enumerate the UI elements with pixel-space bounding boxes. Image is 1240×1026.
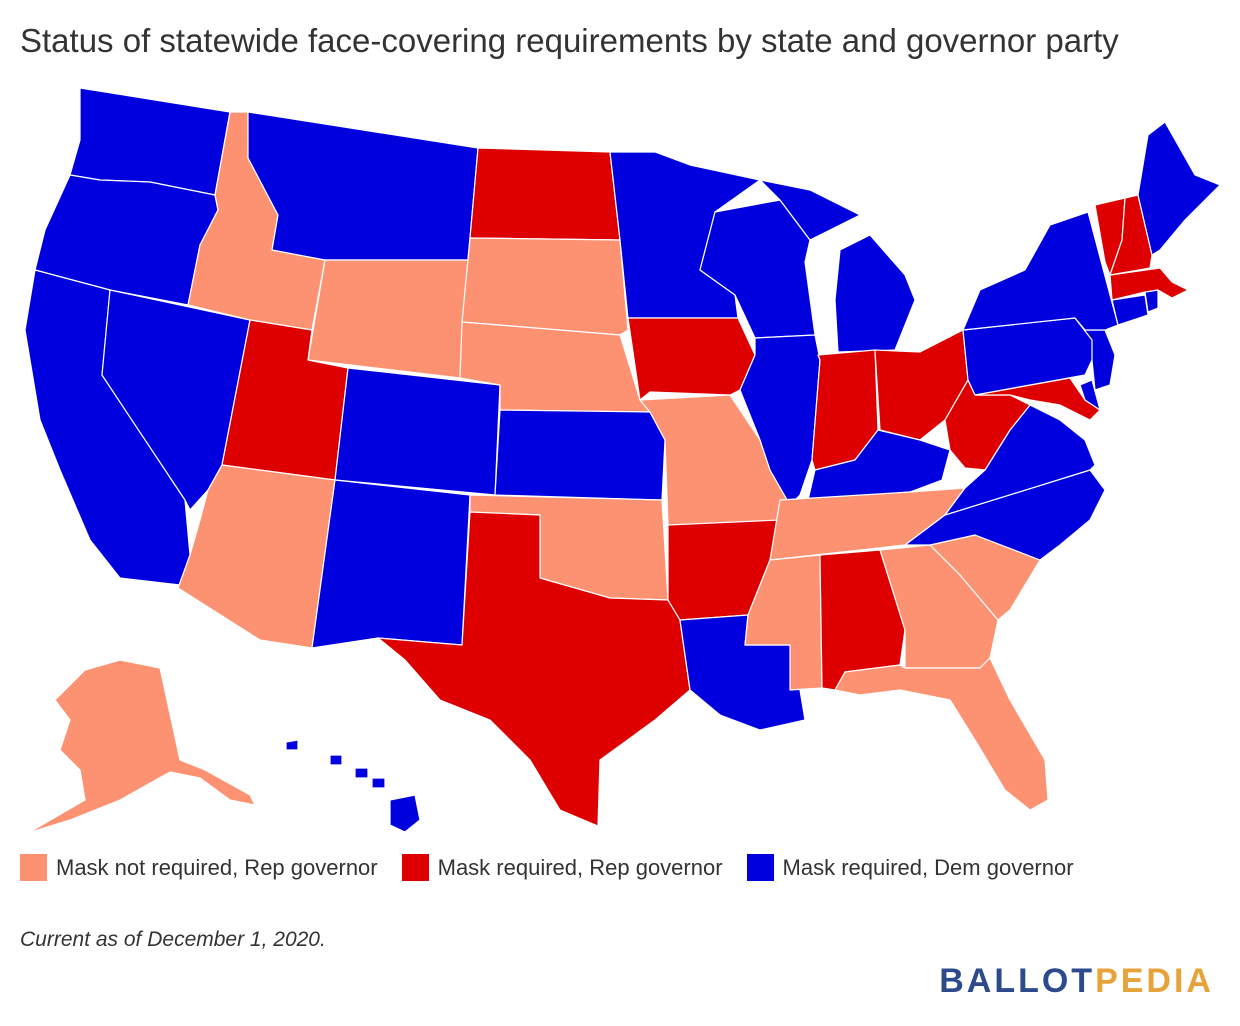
ballotpedia-logo[interactable]: BALLOTPEDIA	[939, 962, 1214, 1001]
state-tx	[377, 511, 691, 827]
legend: Mask not required, Rep governor Mask req…	[20, 854, 1098, 881]
logo-part-pedia: PEDIA	[1095, 962, 1214, 1000]
state-co	[334, 367, 501, 496]
us-map	[0, 80, 1240, 840]
state-ny	[962, 211, 1119, 331]
state-ia	[627, 317, 756, 401]
state-fl	[834, 657, 1049, 811]
state-sd	[461, 237, 629, 336]
legend-label: Mask required, Dem governor	[782, 854, 1074, 880]
state-md	[974, 377, 1101, 421]
legend-item-not-required-rep: Mask not required, Rep governor	[20, 854, 378, 881]
state-ma	[1109, 267, 1189, 301]
legend-swatch	[20, 854, 47, 881]
state-ak	[27, 659, 256, 834]
state-ks	[494, 409, 666, 501]
legend-item-required-rep: Mask required, Rep governor	[401, 854, 723, 881]
map-title: Status of statewide face-covering requir…	[20, 22, 1119, 59]
state-nd	[469, 147, 621, 241]
state-mi	[759, 179, 916, 353]
state-mt	[247, 111, 479, 261]
legend-label: Mask not required, Rep governor	[56, 854, 378, 880]
state-ct	[1111, 294, 1149, 326]
state-me	[1137, 121, 1221, 256]
state-nm	[311, 479, 471, 649]
legend-label: Mask required, Rep governor	[437, 854, 723, 880]
legend-swatch	[401, 854, 429, 881]
state-hi	[285, 739, 421, 833]
legend-swatch	[746, 854, 774, 881]
legend-item-required-dem: Mask required, Dem governor	[746, 854, 1074, 881]
date-note: Current as of December 1, 2020.	[20, 928, 326, 951]
state-ri	[1144, 289, 1159, 313]
state-wy	[307, 259, 469, 379]
state-de	[1079, 379, 1101, 411]
logo-part-ballot: BALLOT	[939, 962, 1096, 1000]
us-map-svg	[24, 87, 1221, 834]
